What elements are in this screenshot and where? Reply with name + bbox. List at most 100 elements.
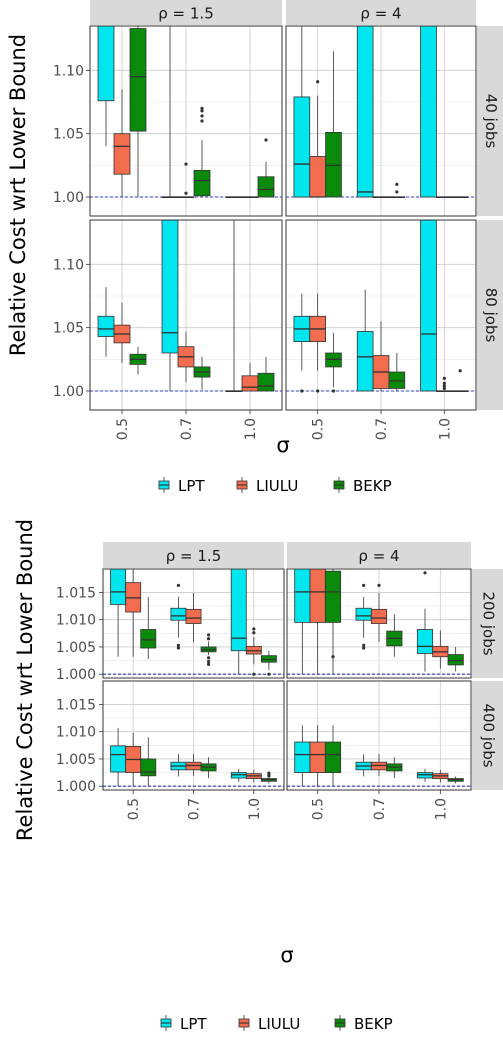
box-body — [356, 26, 374, 198]
box-bekp-1_0 — [451, 369, 469, 393]
panel-0-0 — [103, 569, 284, 678]
outlier-point — [200, 114, 204, 118]
box-liulu-1_0 — [245, 769, 262, 783]
box-body — [230, 569, 247, 652]
xtick-label: 0.7 — [372, 798, 388, 820]
box-bekp-0_7 — [386, 614, 403, 657]
box-body — [129, 28, 147, 132]
outlier-point — [423, 571, 427, 575]
strip-row-label-0: 40 jobs — [482, 94, 500, 149]
box-liulu-0_5 — [113, 302, 131, 364]
panel-1-0 — [90, 220, 282, 410]
box-body — [324, 570, 342, 623]
outlier-point — [176, 646, 181, 650]
box-bekp-0_5 — [325, 332, 342, 393]
legend-item-bekp: BEKP — [333, 477, 392, 495]
box-liulu-1_0 — [245, 627, 262, 676]
strip-col-0 — [90, 0, 282, 25]
box-liulu-0_5 — [125, 732, 142, 787]
strip-row-1 — [477, 220, 503, 410]
box-bekp-1_0 — [451, 196, 469, 199]
box-bekp-0_7 — [193, 106, 211, 197]
strip-row-1 — [472, 681, 503, 790]
ytick-label: 1.05 — [53, 321, 84, 337]
panel-1-1 — [286, 220, 476, 410]
xtick-label: 0.5 — [126, 798, 142, 820]
xtick-label: 0.5 — [115, 418, 131, 440]
outlier-point — [267, 672, 271, 676]
box-body — [309, 569, 326, 623]
panel-1-0 — [103, 681, 284, 790]
outlier-point — [331, 389, 336, 393]
outlier-point — [264, 138, 268, 142]
box-liulu-0_7 — [177, 162, 195, 199]
box-body — [293, 96, 311, 198]
outlier-point — [395, 182, 399, 186]
legend-label: BEKP — [353, 477, 392, 495]
box-body — [110, 569, 127, 605]
legend-item-liulu: LIULU — [236, 477, 298, 495]
box-body — [309, 156, 326, 198]
box-body — [447, 654, 464, 666]
strip-row-label-1: 80 jobs — [482, 288, 500, 343]
xtick-label: 1.0 — [433, 798, 449, 820]
ytick-label: 1.000 — [56, 667, 96, 683]
outlier-point — [206, 662, 211, 666]
outlier-point — [362, 646, 366, 650]
box-lpt-0_5 — [97, 26, 115, 147]
box-liulu-0_7 — [370, 583, 388, 643]
box-body — [324, 741, 342, 773]
box-body — [161, 220, 179, 354]
ytick-label: 1.00 — [53, 384, 84, 400]
ytick-label: 1.005 — [56, 752, 96, 768]
box-bekp-0_5 — [324, 569, 342, 675]
box-body — [309, 741, 326, 773]
strip-row-label-0: 200 jobs — [480, 591, 498, 655]
ytick-label: 1.015 — [56, 697, 96, 713]
outlier-point — [184, 162, 188, 166]
panel-0-1 — [287, 569, 471, 678]
xtick-label: 1.0 — [247, 798, 263, 820]
xtick-label: 0.7 — [187, 798, 203, 820]
box-liulu-0_5 — [113, 89, 131, 197]
outlier-point — [316, 389, 320, 393]
box-liulu-1_0 — [241, 196, 259, 199]
box-bekp-1_0 — [260, 650, 277, 676]
outlier-point — [206, 637, 211, 641]
strip-col-label-1: ρ = 4 — [358, 547, 399, 565]
box-liulu-0_7 — [372, 196, 390, 199]
panel-border — [286, 568, 472, 679]
box-liulu-1_0 — [436, 376, 453, 393]
ytick-label: 1.015 — [56, 585, 96, 601]
box-body — [355, 607, 372, 621]
outlier-point — [176, 643, 181, 647]
ytick-label: 1.10 — [53, 63, 84, 79]
outlier-point — [458, 369, 462, 373]
box-liulu-0_7 — [177, 331, 195, 383]
strip-col-label-0: ρ = 1.5 — [166, 547, 221, 565]
box-lpt-0_7 — [170, 583, 187, 650]
panel-1-1 — [287, 681, 471, 790]
box-lpt-0_7 — [355, 754, 372, 777]
panel-0-0 — [90, 26, 282, 216]
box-bekp-1_0 — [257, 138, 275, 198]
chart-bottom-200-400-jobs: ρ = 1.5 ρ = 4 200 jobs 400 jobs 1.000 1.005 1.… — [13, 519, 503, 1033]
strip-col-1 — [287, 542, 471, 568]
outlier-point — [316, 80, 320, 84]
strip-row-label-1: 400 jobs — [480, 703, 498, 767]
box-body — [185, 608, 202, 624]
outlier-point — [252, 627, 256, 631]
box-bekp-0_7 — [200, 633, 217, 666]
outlier-point — [252, 672, 256, 676]
ytick-label: 1.010 — [56, 613, 96, 629]
outlier-point — [206, 660, 211, 664]
outlier-point — [206, 656, 211, 660]
ytick-label: 1.05 — [53, 127, 84, 143]
box-lpt-0_5 — [97, 287, 115, 357]
box-lpt-0_5 — [110, 727, 127, 787]
outlier-point — [300, 389, 304, 393]
xtick-label: 0.7 — [179, 418, 195, 440]
box-body — [356, 331, 374, 392]
strip-col-0 — [103, 542, 284, 568]
outlier-point — [377, 583, 381, 587]
